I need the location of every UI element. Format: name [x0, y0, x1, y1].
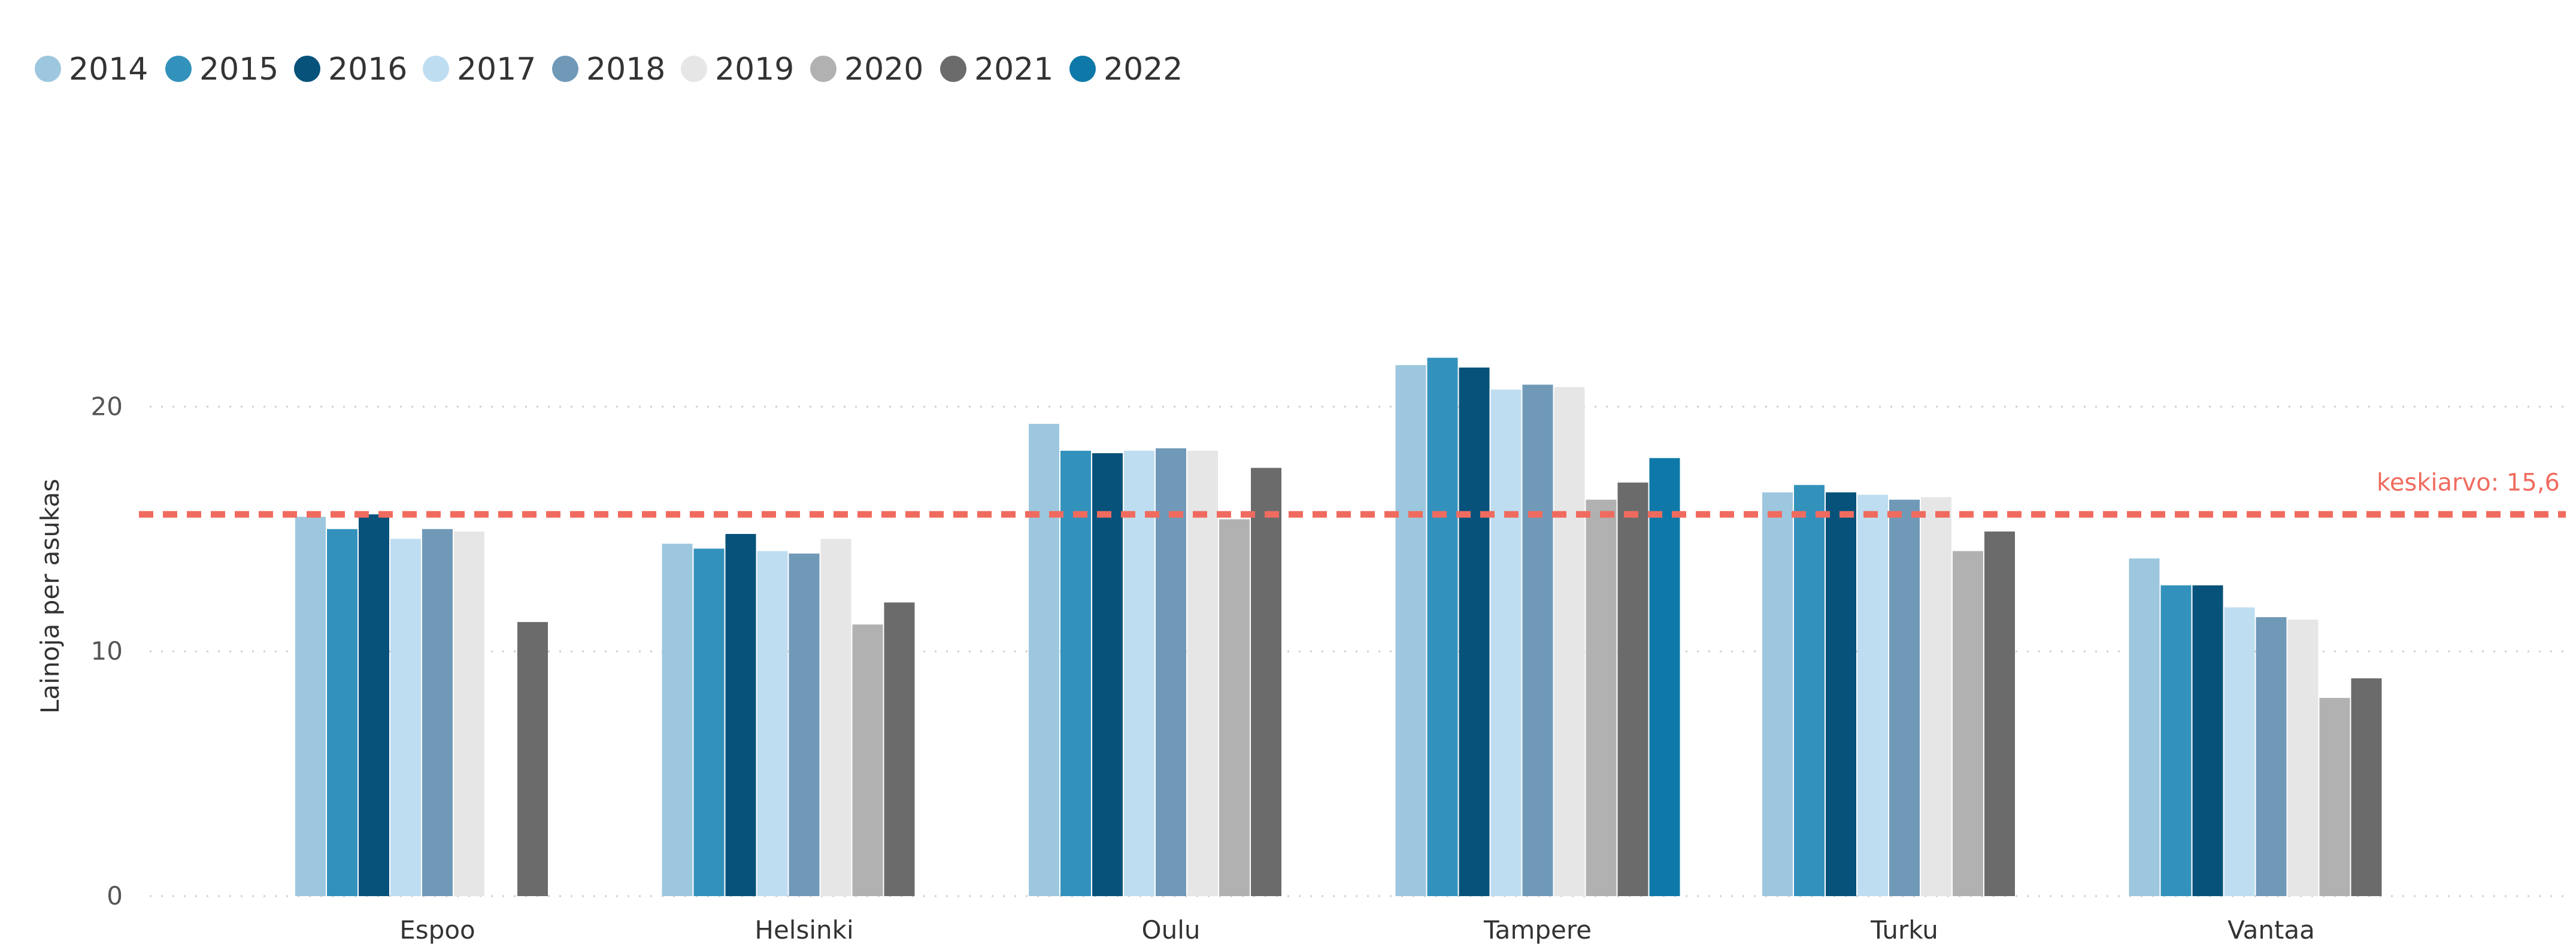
x-category-label-tampere: Tampere — [1483, 915, 1592, 945]
legend-label-2017: 2017 — [457, 51, 536, 87]
bar-turku-2016 — [1826, 492, 1856, 896]
legend-swatch-2022 — [1069, 56, 1096, 82]
y-tick-label-20: 20 — [91, 391, 123, 421]
bar-espoo-2016 — [359, 514, 389, 896]
y-tick-label-10: 10 — [91, 636, 123, 666]
bar-oulu-2019 — [1187, 450, 1218, 896]
legend-swatch-2017 — [423, 56, 449, 82]
legend-label-2019: 2019 — [715, 51, 794, 87]
legend-swatch-2015 — [165, 56, 192, 82]
bar-helsinki-2017 — [757, 551, 788, 896]
legend-swatch-2018 — [552, 56, 578, 82]
bar-oulu-2015 — [1060, 450, 1091, 896]
bar-turku-2020 — [1953, 551, 1983, 896]
y-axis-ticks: 0 10 20 — [91, 391, 123, 910]
y-axis-title: Lainoja per asukas — [35, 479, 65, 714]
bar-turku-2014 — [1762, 492, 1793, 896]
bar-tampere-2016 — [1459, 367, 1490, 896]
legend-label-2021: 2021 — [974, 51, 1053, 87]
bar-vantaa-2021 — [2351, 678, 2382, 896]
bar-espoo-2017 — [390, 539, 421, 896]
bar-helsinki-2020 — [852, 624, 883, 896]
bar-oulu-2014 — [1029, 424, 1059, 896]
bar-helsinki-2021 — [884, 602, 915, 896]
bar-helsinki-2014 — [662, 544, 693, 896]
bar-vantaa-2015 — [2160, 585, 2192, 896]
bar-vantaa-2016 — [2192, 585, 2223, 896]
bars — [295, 357, 2382, 896]
x-category-label-espoo: Espoo — [399, 915, 475, 945]
bar-helsinki-2015 — [693, 548, 725, 896]
bar-oulu-2017 — [1124, 450, 1154, 896]
legend-swatch-2021 — [940, 56, 966, 82]
bar-turku-2019 — [1921, 497, 1951, 896]
bar-helsinki-2019 — [820, 539, 851, 896]
bar-oulu-2021 — [1251, 468, 1281, 896]
bar-vantaa-2020 — [2319, 697, 2350, 896]
legend-swatch-2016 — [294, 56, 320, 82]
bar-oulu-2020 — [1219, 519, 1250, 896]
bar-helsinki-2016 — [725, 533, 756, 896]
bar-espoo-2015 — [327, 529, 357, 896]
average-line-group: keskiarvo: 15,6 — [139, 469, 2566, 518]
bar-oulu-2018 — [1156, 448, 1186, 896]
x-category-label-vantaa: Vantaa — [2228, 915, 2315, 945]
legend-label-2014: 2014 — [69, 51, 148, 87]
bar-vantaa-2014 — [2129, 558, 2160, 896]
legend-label-2018: 2018 — [586, 51, 665, 87]
legend-label-2016: 2016 — [328, 51, 407, 87]
bar-turku-2017 — [1857, 494, 1888, 896]
bar-tampere-2014 — [1395, 365, 1426, 896]
legend-swatch-2019 — [681, 56, 707, 82]
bar-tampere-2015 — [1427, 357, 1458, 896]
bar-helsinki-2018 — [789, 553, 820, 896]
bar-tampere-2017 — [1490, 389, 1522, 896]
bar-vantaa-2019 — [2287, 620, 2319, 896]
bar-vantaa-2017 — [2224, 607, 2255, 896]
legend-label-2020: 2020 — [844, 51, 923, 87]
bar-vantaa-2018 — [2256, 617, 2287, 896]
x-axis-categories: Espoo Helsinki Oulu Tampere Turku Vantaa — [399, 915, 2315, 945]
bar-tampere-2021 — [1617, 482, 1648, 896]
x-category-label-oulu: Oulu — [1142, 915, 1201, 945]
legend: 2014 2015 2016 2017 2018 2019 2020 2021 2022 — [35, 51, 1183, 87]
legend-label-2022: 2022 — [1104, 51, 1183, 87]
legend-label-2015: 2015 — [199, 51, 278, 87]
bar-turku-2021 — [1984, 531, 2015, 896]
average-label: keskiarvo: 15,6 — [2377, 469, 2560, 496]
x-category-label-turku: Turku — [1870, 915, 1938, 945]
bar-tampere-2020 — [1586, 499, 1617, 896]
bar-tampere-2019 — [1554, 387, 1585, 896]
bar-tampere-2022 — [1649, 458, 1680, 896]
bar-espoo-2019 — [454, 531, 484, 896]
bar-turku-2015 — [1794, 485, 1825, 896]
bar-espoo-2018 — [422, 529, 453, 896]
bar-tampere-2018 — [1522, 384, 1553, 896]
x-category-label-helsinki: Helsinki — [754, 915, 853, 945]
bar-oulu-2016 — [1092, 453, 1123, 896]
bar-espoo-2021 — [517, 622, 548, 896]
y-tick-label-0: 0 — [107, 881, 123, 910]
bar-turku-2018 — [1889, 499, 1920, 896]
bar-espoo-2014 — [295, 517, 326, 896]
legend-swatch-2020 — [810, 56, 837, 82]
legend-swatch-2014 — [35, 56, 61, 82]
